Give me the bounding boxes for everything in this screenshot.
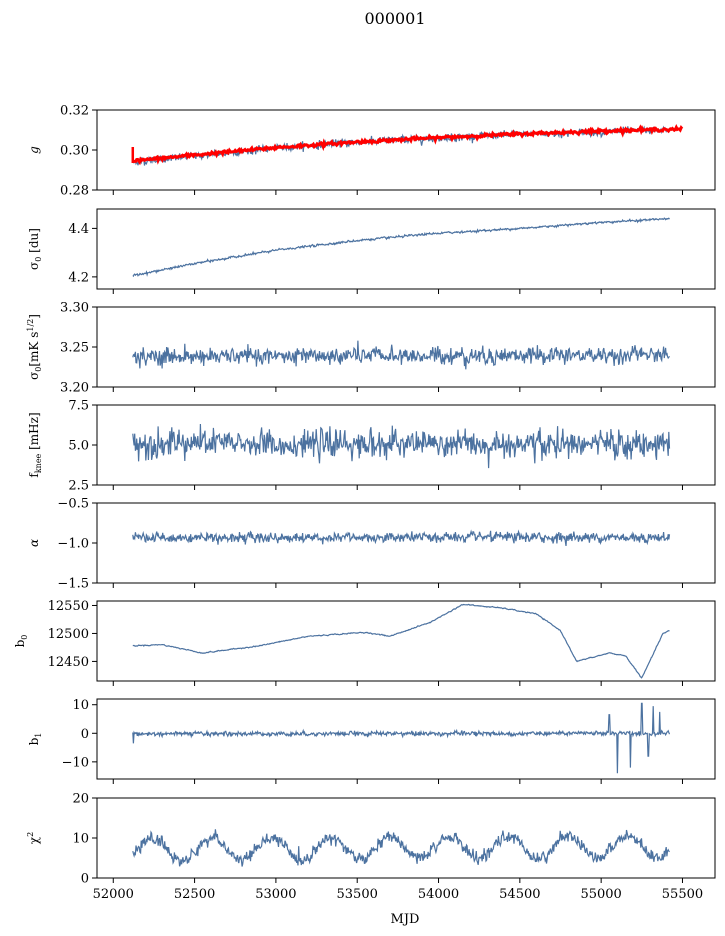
- axes-frame-chi2: [96, 797, 716, 879]
- y-axis-label-fknee: fknee [mHz]: [27, 412, 43, 477]
- x-tick-label: 54000: [418, 887, 459, 902]
- y-axis-label-sigma0_mK: σ0[mK s1/2]: [26, 314, 43, 380]
- panel-chi2: 0 10 20 52000 52500 53000 53500 54000 54500 55000…: [26, 792, 716, 902]
- y-tick-label: 12550: [48, 599, 89, 614]
- y-tick-label: 3.20: [60, 381, 89, 396]
- panel-sigma0: 4.2 4.4 σ0 [du]: [27, 208, 716, 294]
- series-line-sigma0: [132, 217, 670, 278]
- y-tick-label: 10: [72, 832, 89, 847]
- axes-frame-b1: [96, 698, 716, 780]
- y-tick-label: 2.5: [68, 479, 89, 494]
- x-tick-label: 55000: [580, 887, 621, 902]
- y-tick-label: 12450: [48, 655, 89, 670]
- y-tick-label: 4.2: [68, 270, 89, 285]
- axes-frame-b0: [96, 600, 716, 682]
- series-line-alpha: [132, 529, 671, 546]
- y-tick-label: 0.32: [60, 104, 89, 119]
- y-tick-label: −0.5: [57, 497, 89, 512]
- x-tick-label: 52500: [174, 887, 215, 902]
- y-axis-label-b0: b0: [13, 635, 29, 648]
- y-tick-label: −1.5: [57, 577, 89, 592]
- y-tick-label: 3.30: [60, 301, 89, 316]
- y-axis-label-chi2: χ2: [26, 832, 41, 844]
- x-tick-label: 54500: [499, 887, 540, 902]
- y-tick-label: −10: [62, 755, 89, 770]
- y-tick-label: 0: [81, 727, 89, 742]
- panel-b1: −10 0 10 b1: [27, 698, 716, 784]
- series-line-b0: [132, 603, 670, 679]
- panel-b0: 12450 12500 12550 b0: [13, 599, 716, 686]
- x-tick-label: 53000: [255, 887, 296, 902]
- x-tick-label: 55500: [662, 887, 703, 902]
- y-tick-label: −1.0: [57, 537, 89, 552]
- y-tick-label: 0: [81, 872, 89, 887]
- y-tick-label: 5.0: [68, 439, 89, 454]
- panel-fknee: 2.5 5.0 7.5 fknee [mHz]: [27, 399, 716, 494]
- figure-title: 000001: [364, 9, 425, 28]
- y-tick-label: 12500: [48, 627, 89, 642]
- series-line-fknee: [132, 423, 671, 469]
- y-tick-label: 4.4: [68, 222, 89, 237]
- axes-frame-sigma0_mK: [96, 306, 716, 388]
- y-axis-label-g: g: [27, 146, 41, 154]
- y-tick-label: 3.25: [60, 341, 89, 356]
- y-tick-label: 0.30: [60, 144, 89, 159]
- model-line-g: [132, 123, 684, 166]
- panel-g: 0.28 0.30 0.32 g: [27, 104, 716, 199]
- y-tick-label: 7.5: [68, 399, 89, 414]
- series-line-b1: [132, 702, 671, 774]
- y-axis-label-alpha: α: [27, 539, 41, 547]
- y-tick-label: 0.28: [60, 184, 89, 199]
- axes-frame-sigma0: [96, 208, 716, 290]
- y-tick-label: 20: [72, 792, 89, 807]
- series-line-chi2: [132, 829, 670, 867]
- panel-alpha: −1.5 −1.0 −0.5 α: [27, 497, 716, 592]
- x-tick-label: 52000: [93, 887, 134, 902]
- y-axis-label-b1: b1: [27, 733, 43, 746]
- axes-frame-g: [96, 109, 716, 191]
- y-tick-label: 10: [72, 698, 89, 713]
- x-tick-label: 53500: [337, 887, 378, 902]
- x-axis-label: MJD: [391, 912, 420, 927]
- series-line-sigma0_mK: [132, 340, 670, 370]
- panel-sigma0_mK: 3.20 3.25 3.30 σ0[mK s1/2]: [26, 301, 716, 396]
- y-axis-label-sigma0: σ0 [du]: [27, 228, 43, 270]
- axes-frame-alpha: [96, 502, 716, 584]
